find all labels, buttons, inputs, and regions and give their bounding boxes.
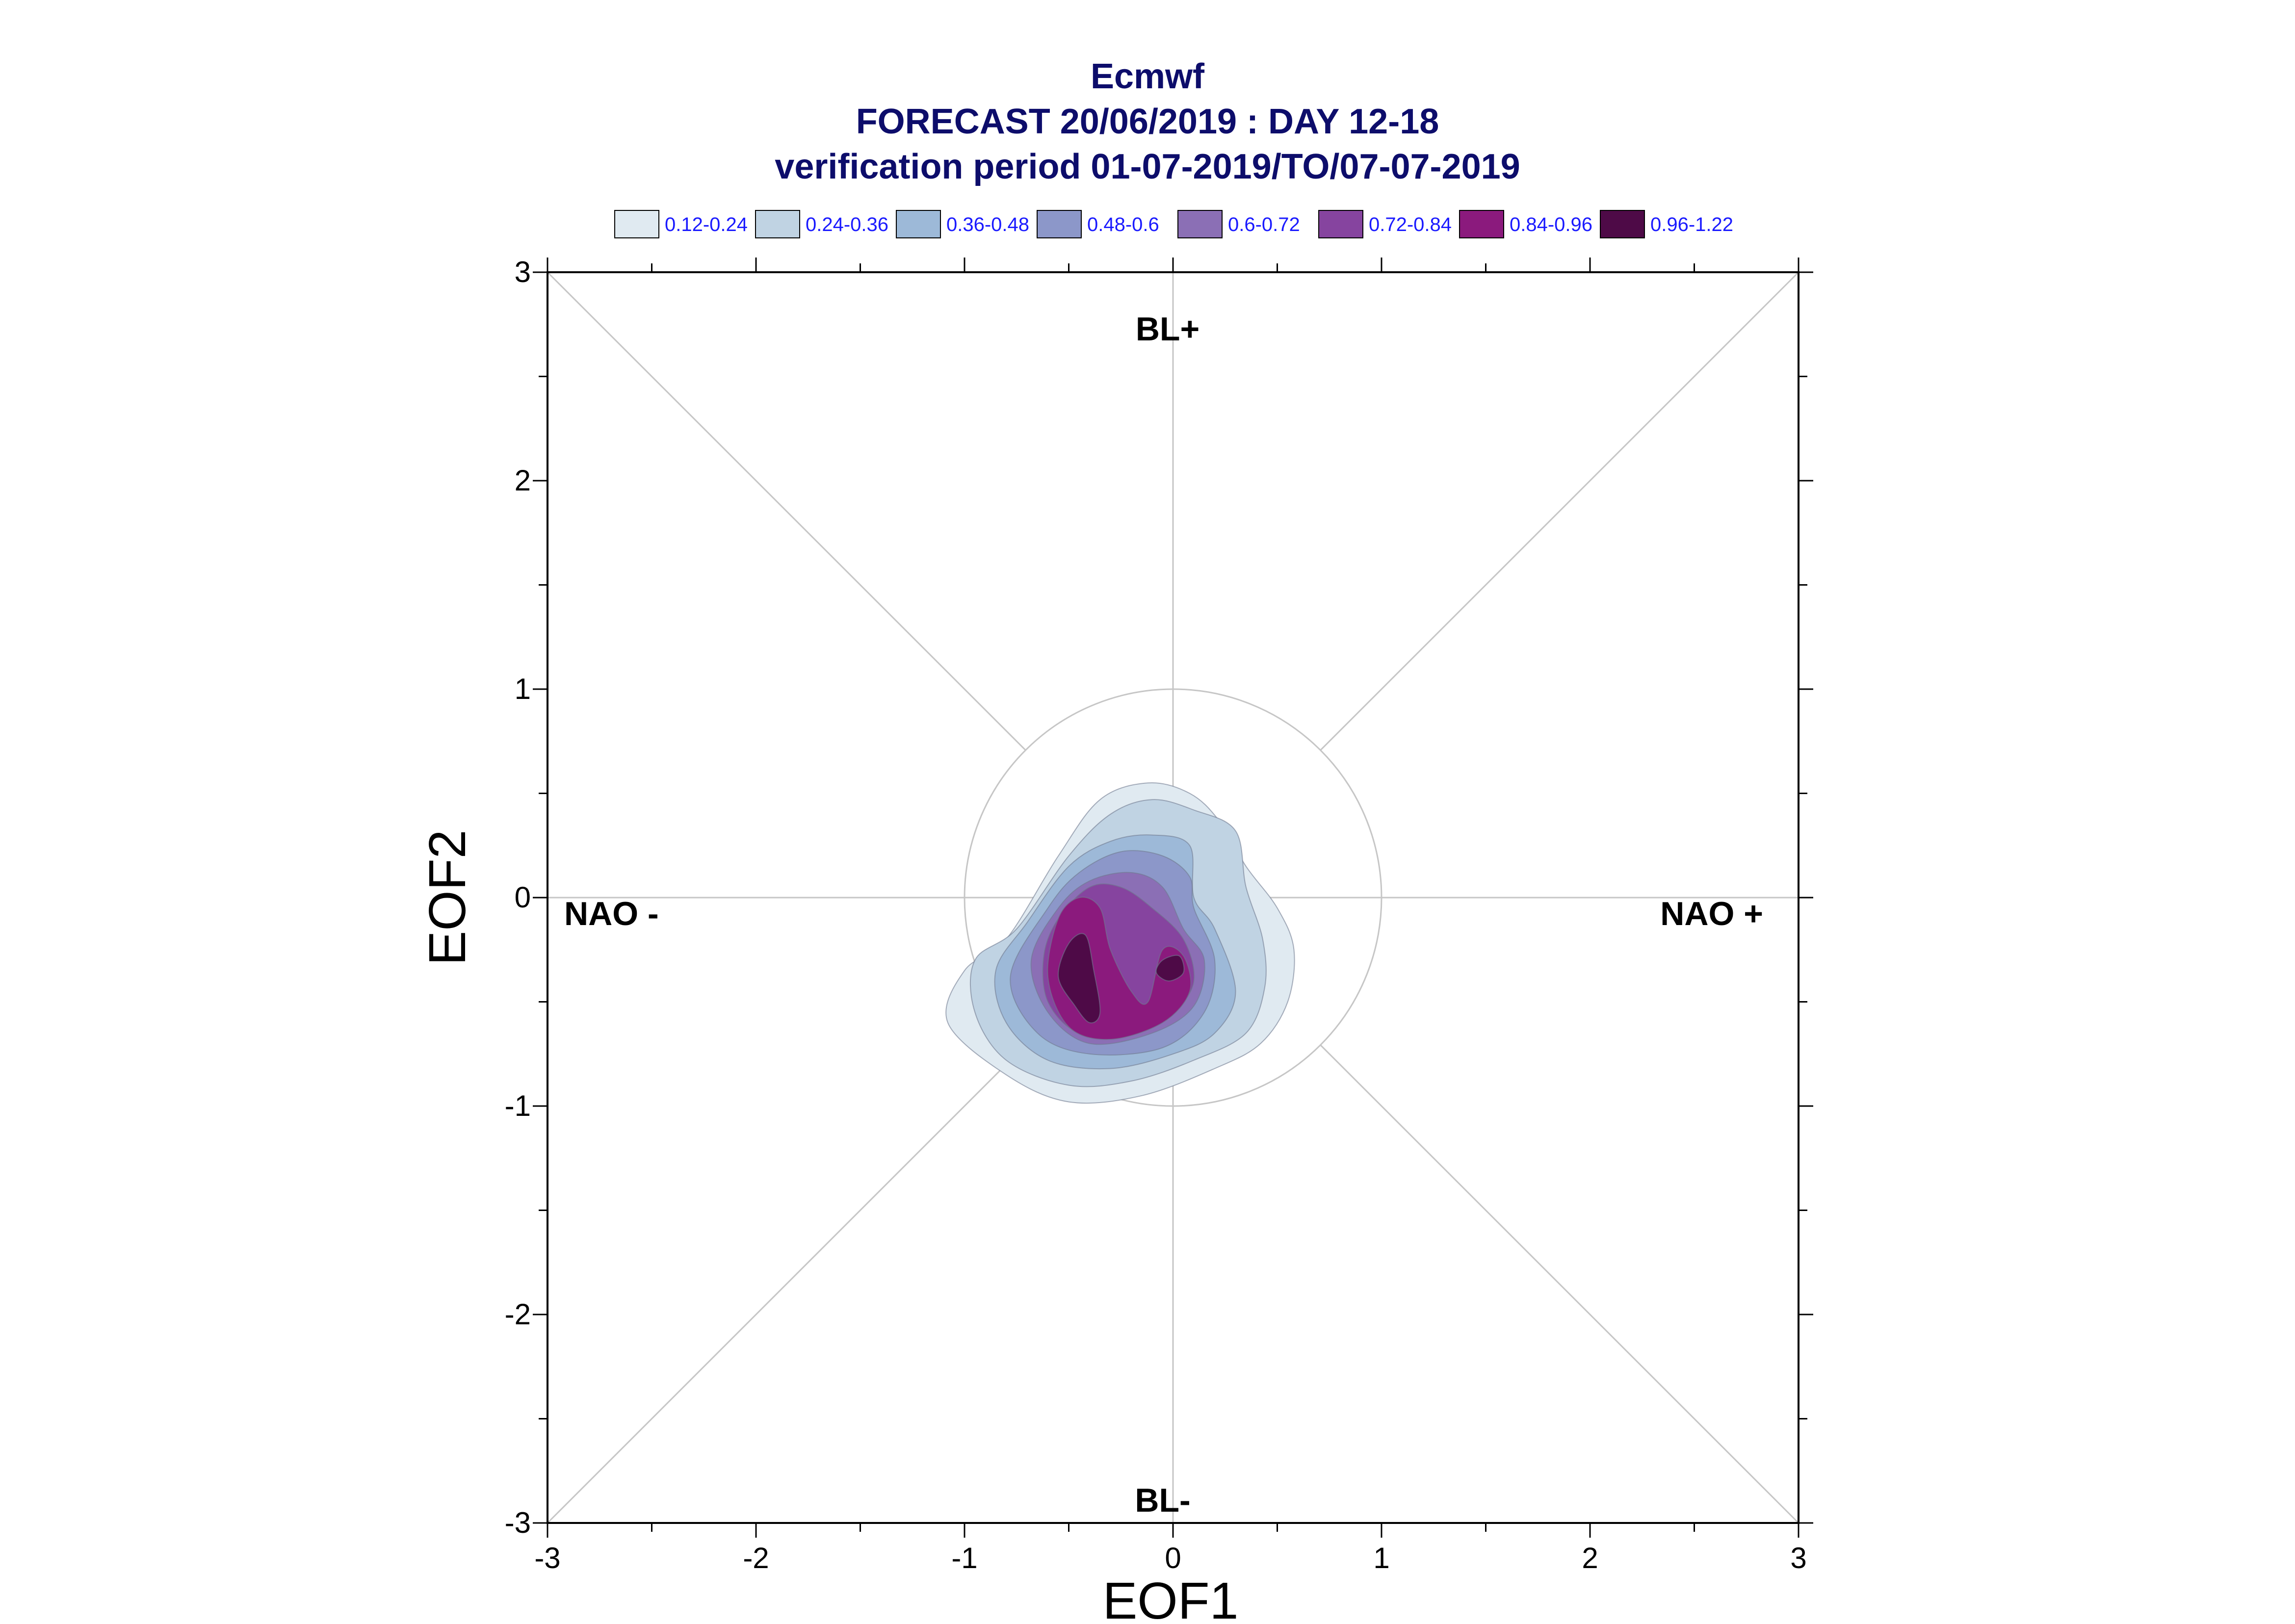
legend: 0.12-0.24 0.24-0.36 0.36-0.48 0.48-0.6 0.6-0…: [614, 210, 1733, 238]
legend-swatch: [1177, 210, 1223, 238]
x-tick-label: 1: [1373, 1542, 1389, 1574]
legend-swatch: [1459, 210, 1504, 238]
x-axis-label: EOF1: [1103, 1572, 1239, 1624]
legend-label: 0.84-0.96: [1510, 214, 1592, 235]
x-tick-label: 2: [1582, 1542, 1598, 1574]
x-tick-label: -2: [743, 1542, 769, 1574]
x-tick-label: -3: [534, 1542, 560, 1574]
legend-label: 0.24-0.36: [806, 214, 888, 235]
legend-label: 0.6-0.72: [1228, 214, 1300, 235]
guide-lines: [547, 271, 1799, 1524]
diagonal-guide: [1320, 271, 1799, 751]
y-tick-label: 3: [515, 256, 531, 288]
legend-swatch: [896, 210, 941, 238]
y-tick-label: -2: [505, 1298, 531, 1331]
plot-area: -3 -2 -1 0 1 2 3 3 2 1 0 -1 -2 -3 BL+ BL- NAO - NAO +: [505, 256, 1813, 1574]
legend-swatch: [1037, 210, 1082, 238]
contour-level-7: [1155, 954, 1185, 982]
region-label-right: NAO +: [1660, 895, 1763, 932]
region-labels: BL+ BL- NAO - NAO +: [564, 310, 1763, 1519]
y-tick-label: 2: [515, 464, 531, 497]
region-label-top: BL+: [1136, 310, 1200, 348]
title-line-3: verification period 01-07-2019/TO/07-07-…: [775, 147, 1520, 186]
legend-swatch: [1318, 210, 1363, 238]
y-tick-label: -1: [505, 1089, 531, 1122]
legend-label: 0.96-1.22: [1650, 214, 1733, 235]
legend-swatch: [1600, 210, 1645, 238]
diagonal-guide: [547, 1044, 1026, 1524]
y-axis-label: EOF2: [418, 830, 476, 966]
chart-title: Ecmwf FORECAST 20/06/2019 : DAY 12-18 ve…: [775, 57, 1520, 186]
y-tick-label: -3: [505, 1506, 531, 1539]
legend-swatch: [755, 210, 800, 238]
legend-label: 0.36-0.48: [946, 214, 1029, 235]
region-label-left: NAO -: [564, 895, 659, 932]
legend-label: 0.48-0.6: [1087, 214, 1159, 235]
title-line-2: FORECAST 20/06/2019 : DAY 12-18: [856, 102, 1439, 141]
diagonal-guide: [1320, 1044, 1799, 1524]
diagonal-guide: [547, 271, 1026, 751]
y-tick-label: 0: [515, 881, 531, 914]
x-tick-label: 3: [1790, 1542, 1806, 1574]
y-tick-label: 1: [515, 672, 531, 705]
region-label-bottom: BL-: [1135, 1482, 1190, 1519]
axis-ticks: -3 -2 -1 0 1 2 3 3 2 1 0 -1 -2 -3: [505, 256, 1813, 1574]
x-tick-label: 0: [1165, 1542, 1181, 1574]
density-contours: [945, 782, 1295, 1104]
legend-label: 0.12-0.24: [665, 214, 748, 235]
legend-swatch: [614, 210, 659, 238]
unit-circle: [964, 688, 1382, 1107]
x-tick-label: -1: [951, 1542, 977, 1574]
legend-label: 0.72-0.84: [1369, 214, 1452, 235]
title-line-1: Ecmwf: [1091, 57, 1205, 96]
contour-level-7: [1058, 933, 1101, 1024]
